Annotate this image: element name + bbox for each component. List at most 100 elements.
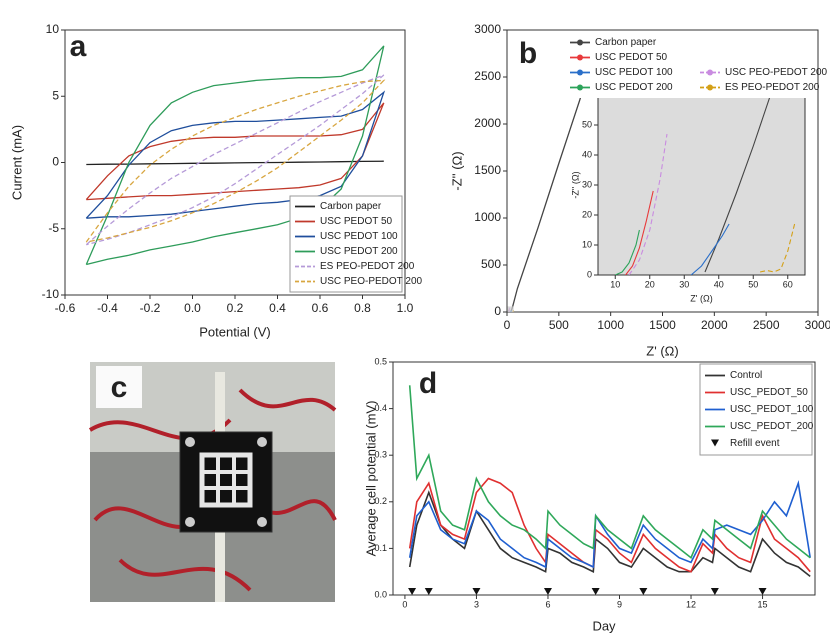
series-line [615,229,640,275]
x-tick-label: 2500 [753,318,780,332]
y-tick-label: 10 [46,22,60,36]
legend-marker [707,69,713,76]
series-line [85,79,386,243]
x-tick-label: 12 [686,599,696,609]
y-tick-label: 0.0 [374,589,387,599]
x-tick-label: 40 [714,279,724,289]
x-tick-label: 2000 [701,318,728,332]
y-tick-label: 1500 [474,163,501,177]
x-tick-label: 3 [474,599,479,609]
y-tick-label: 5 [52,88,59,102]
x-axis-label: Potential (V) [199,324,271,339]
refill-marker [472,588,481,595]
x-tick-label: 1500 [649,318,676,332]
panel-label: d [419,367,437,400]
y-tick-label: 0.4 [374,403,387,413]
inset-x-label: Z' (Ω) [690,293,712,303]
y-tick-label: 10 [582,239,592,249]
legend-marker [707,84,713,91]
x-tick-label: -0.6 [55,301,76,315]
legend-label: Carbon paper [320,201,382,212]
inset-y-label: -Z'' (Ω) [570,171,580,198]
x-tick-label: 20 [645,279,655,289]
x-tick-label: 9 [617,599,622,609]
y-tick-label: 0 [494,304,501,318]
y-tick-label: 0.1 [374,543,387,553]
series-line [408,385,811,559]
legend-label: USC PEDOT 200 [595,82,673,93]
y-tick-label: 1000 [474,210,501,224]
legend-label: USC_PEDOT_200 [730,421,814,432]
series-line [408,480,811,569]
x-tick-label: 500 [549,318,569,332]
legend-box [289,195,403,293]
series-line [625,190,654,275]
refill-marker [710,588,719,595]
legend-marker [577,84,583,91]
legend-label: USC PEO-PEDOT 200 [725,67,828,78]
y-tick-label: 500 [481,257,501,271]
y-tick-label: 50 [582,119,592,129]
x-tick-label: 3000 [805,318,830,332]
series-line [704,95,772,273]
panel-label: a [70,30,87,63]
x-tick-label: 1.0 [397,301,414,315]
series-line [85,45,385,266]
x-tick-label: -0.4 [97,301,118,315]
legend-label: USC PEDOT 100 [595,67,673,78]
zoom-region [507,306,514,312]
series-line [759,223,796,273]
refill-marker [543,588,552,595]
y-tick-label: 2500 [474,69,501,83]
x-tick-label: 0 [402,599,407,609]
refill-marker [591,588,600,595]
legend-marker [577,39,583,46]
y-tick-label: 20 [582,209,592,219]
x-tick-label: 0.2 [227,301,244,315]
x-tick-label: 0 [504,318,511,332]
x-tick-label: 60 [783,279,793,289]
x-tick-label: 0.0 [184,301,201,315]
legend-label: USC PEO-PEDOT 200 [320,276,423,287]
y-tick-label: -5 [48,221,59,235]
refill-marker [424,588,433,595]
x-tick-label: 15 [758,599,768,609]
y-tick-label: 0.3 [374,450,387,460]
legend-label: Control [730,370,762,381]
panel-label: b [519,37,537,70]
y-tick-label: 2000 [474,116,501,130]
legend-marker [711,439,719,447]
x-tick-label: -0.2 [140,301,161,315]
plot-frame [597,94,806,276]
legend-label: USC PEDOT 50 [595,52,667,63]
x-tick-label: 6 [545,599,550,609]
y-tick-label: 0 [52,155,59,169]
refill-marker [408,588,417,595]
series-line [690,223,730,275]
series-line [85,90,386,219]
legend-label: Refill event [730,438,780,449]
y-axis-label: Current (mA) [9,125,24,200]
y-tick-label: 30 [582,179,592,189]
y-tick-label: 0.2 [374,496,387,506]
refill-marker [639,588,648,595]
y-tick-label: 0 [587,269,592,279]
series-line [408,477,811,573]
legend-label: Carbon paper [595,37,657,48]
series-line [86,160,384,166]
x-tick-label: 50 [748,279,758,289]
x-tick-label: 30 [679,279,689,289]
legend-label: USC PEDOT 50 [320,216,392,227]
series-line [628,133,668,275]
photo: c [88,362,337,602]
legend-label: USC PEDOT 100 [320,231,398,242]
plot-frame [392,361,816,596]
y-tick-label: 0.5 [374,356,387,366]
legend-label: USC PEDOT 200 [320,246,398,257]
refill-marker [758,588,767,595]
series-line [85,74,385,246]
y-axis-label: Average cell potential (mV) [363,401,378,557]
x-tick-label: 0.4 [269,301,286,315]
x-tick-label: 10 [610,279,620,289]
